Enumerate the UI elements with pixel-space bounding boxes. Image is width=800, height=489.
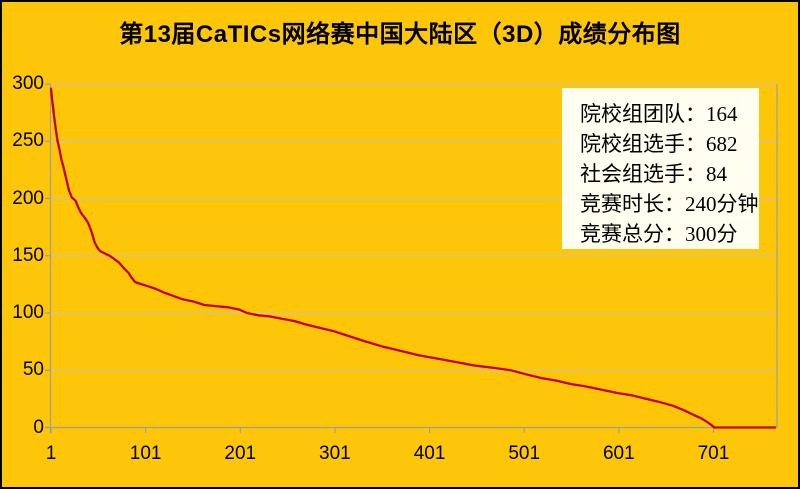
- legend-line-school-players: 院校组选手：682: [580, 132, 738, 156]
- y-tick-label: 50: [22, 359, 44, 381]
- y-tick-label: 300: [12, 73, 44, 94]
- chart-title: 第13届CaTICs网络赛中国大陆区（3D）成绩分布图: [119, 21, 681, 48]
- x-tick-label: 701: [697, 443, 730, 464]
- x-tick-label: 501: [508, 443, 541, 464]
- x-tick-label: 101: [129, 443, 162, 464]
- y-tick-label: 150: [12, 244, 44, 266]
- y-tick-label: 250: [12, 130, 44, 152]
- legend-line-total-score: 竞赛总分：300分: [580, 222, 738, 246]
- score-line: [49, 87, 777, 429]
- y-tick-label: 0: [33, 416, 44, 438]
- y-tick-label: 100: [12, 302, 44, 323]
- stats-legend-box: 院校组团队：164 院校组选手：682 社会组选手：84 竞赛时长：240分钟 …: [562, 88, 759, 249]
- x-tick-label: 601: [602, 443, 635, 464]
- legend-line-duration: 竞赛时长：240分钟: [580, 192, 759, 216]
- x-tick-label: 401: [413, 443, 446, 464]
- x-tick-label: 301: [319, 443, 351, 464]
- y-tick-label: 200: [12, 187, 44, 209]
- x-tick-label: 201: [224, 443, 257, 464]
- x-tick-label: 1: [45, 443, 57, 464]
- legend-line-teams: 院校组团队：164: [580, 102, 738, 126]
- legend-line-society-players: 社会组选手：84: [580, 162, 727, 186]
